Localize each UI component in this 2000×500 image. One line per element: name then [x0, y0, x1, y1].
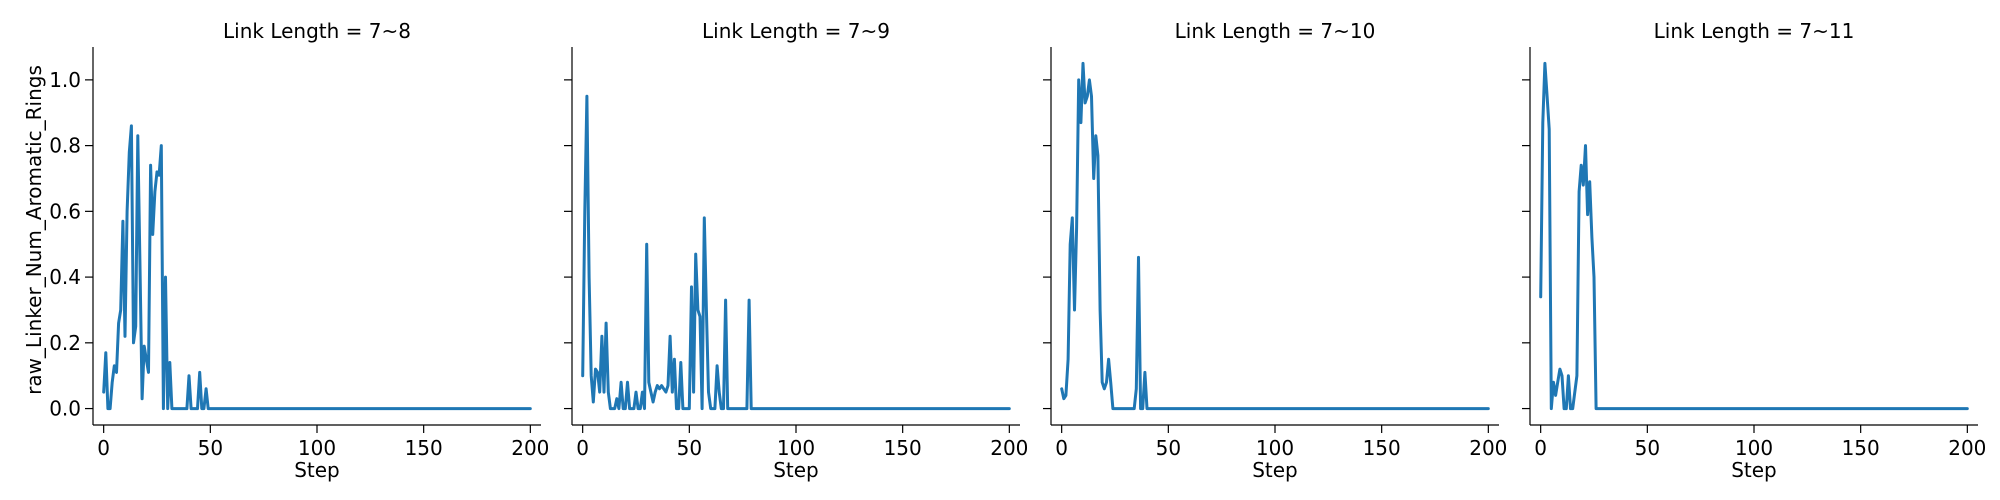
panel-title: Link Length = 7~8	[223, 19, 411, 43]
y-tick-label: 0.2	[49, 331, 81, 355]
x-tick-label: 0	[97, 436, 110, 460]
x-axis-label: Step	[1252, 458, 1298, 482]
x-tick-label: 100	[1735, 436, 1773, 460]
x-tick-label: 100	[298, 436, 336, 460]
panel-title: Link Length = 7~9	[702, 19, 890, 43]
series-line	[1060, 61, 1490, 411]
panel-title: Link Length = 7~11	[1654, 19, 1855, 43]
series-line	[581, 94, 1011, 411]
y-tick-label: 0.4	[49, 265, 81, 289]
x-tick-label: 150	[405, 436, 443, 460]
y-tick-label: 0.6	[49, 199, 81, 223]
panel-2: Link Length = 7~9 0 50 100 150 200 Step	[564, 19, 1028, 482]
x-tick-label: 150	[1363, 436, 1401, 460]
x-axis-label: Step	[294, 458, 340, 482]
x-tick-label: 50	[198, 436, 223, 460]
series-line	[102, 124, 532, 411]
panel-3: Link Length = 7~10 0 50 100 150 200 Step	[1043, 19, 1507, 482]
x-tick-label: 50	[1635, 436, 1660, 460]
x-tick-label: 200	[1948, 436, 1986, 460]
x-tick-label: 200	[990, 436, 1028, 460]
x-tick-label: 200	[511, 436, 549, 460]
x-tick-label: 150	[884, 436, 922, 460]
x-tick-label: 0	[1055, 436, 1068, 460]
panel-1: Link Length = 7~8 0.0 0.2 0.4 0.6 0.8 1.0 0 50 10…	[49, 19, 549, 482]
panel-4: Link Length = 7~11 0 50 100 150 200 Step	[1522, 19, 1986, 482]
x-tick-label: 50	[1156, 436, 1181, 460]
x-tick-label: 100	[777, 436, 815, 460]
panel-title: Link Length = 7~10	[1175, 19, 1376, 43]
x-tick-label: 150	[1842, 436, 1880, 460]
x-tick-label: 0	[576, 436, 589, 460]
panels-group: Link Length = 7~8 0.0 0.2 0.4 0.6 0.8 1.0 0 50 10…	[49, 19, 1986, 482]
y-axis-label: raw_Linker_Num_Aromatic_Rings	[22, 65, 46, 395]
x-axis-label: Step	[1731, 458, 1777, 482]
x-tick-label: 50	[677, 436, 702, 460]
y-tick-label: 0.8	[49, 134, 81, 158]
y-tick-label: 1.0	[49, 68, 81, 92]
series-line	[1539, 61, 1969, 411]
x-tick-label: 100	[1256, 436, 1294, 460]
x-tick-label: 200	[1469, 436, 1507, 460]
y-tick-label: 0.0	[49, 397, 81, 421]
x-axis-label: Step	[773, 458, 819, 482]
x-tick-label: 0	[1534, 436, 1547, 460]
